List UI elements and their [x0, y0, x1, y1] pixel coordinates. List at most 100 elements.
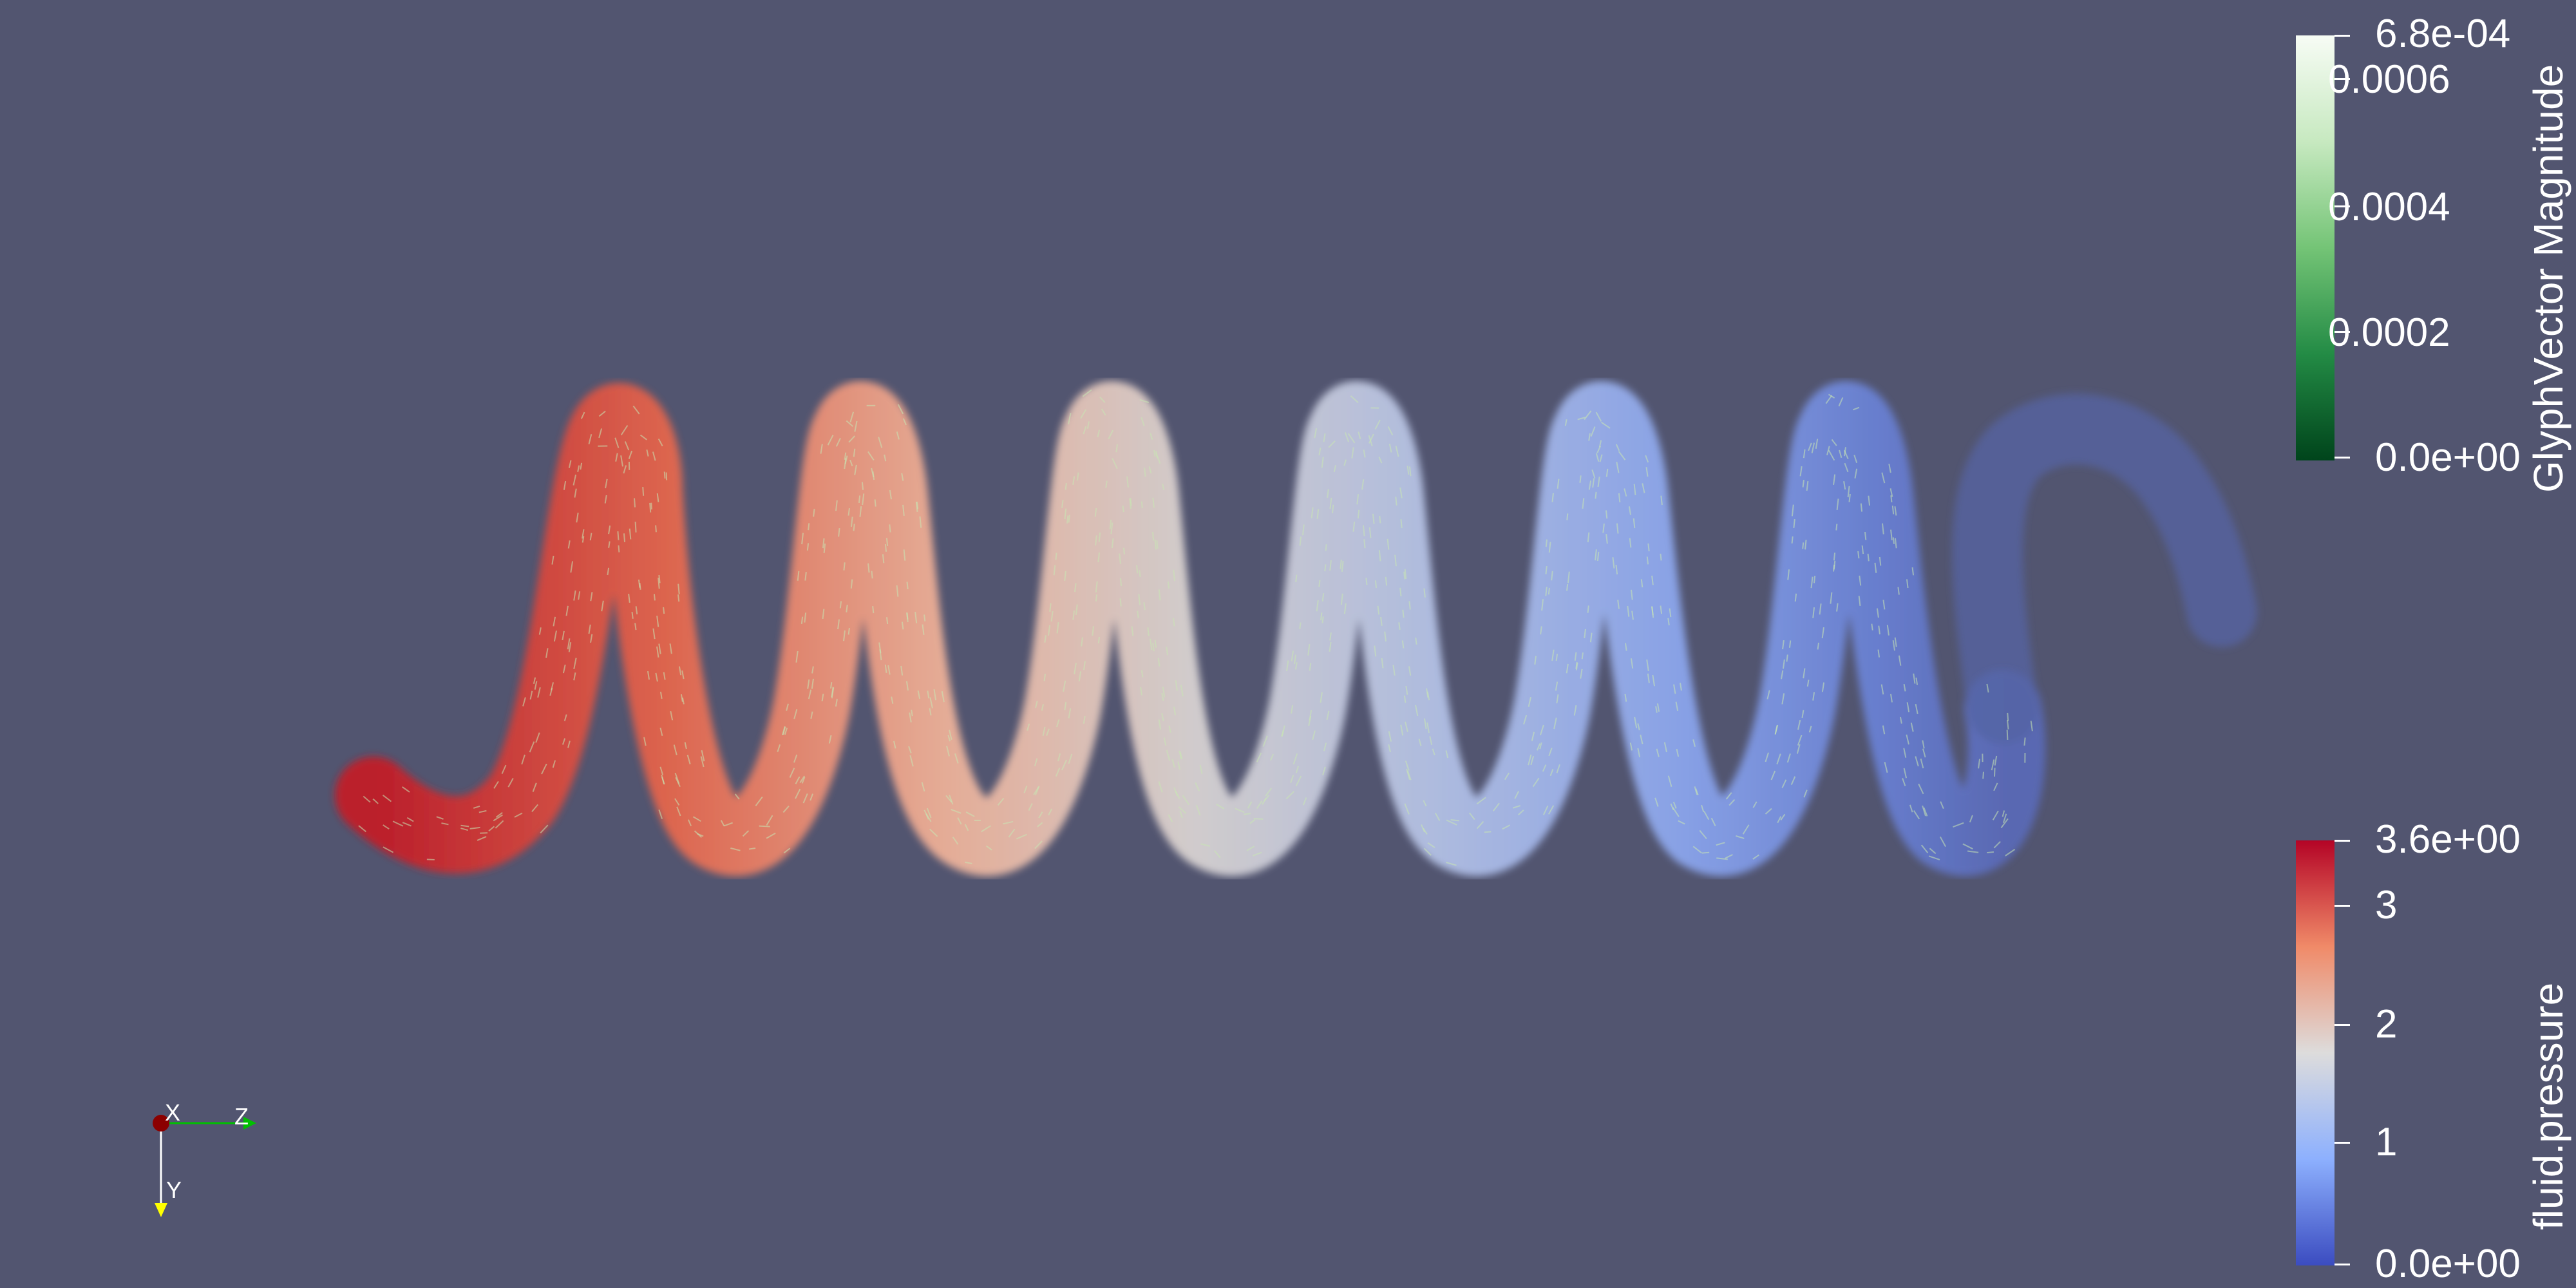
glyph-arrow [681, 670, 685, 679]
glyph-arrow [1097, 552, 1100, 563]
glyph-arrow [1786, 753, 1791, 763]
glyph-arrow [1075, 604, 1078, 615]
glyph-arrow [1786, 654, 1788, 662]
glyph-arrow [964, 824, 969, 831]
glyph-arrow [1803, 449, 1806, 459]
glyph-arrow [1374, 419, 1381, 430]
glyph-arrow [1421, 824, 1425, 833]
glyph-arrow [1703, 811, 1710, 820]
glyph-arrow [545, 648, 549, 658]
glyph-arrow [529, 690, 533, 700]
glyph-arrow [1476, 797, 1486, 805]
glyph-arrow [1868, 495, 1871, 506]
glyph-arrow [1923, 807, 1928, 817]
glyph-arrow [1549, 769, 1554, 777]
glyph-arrow [1157, 658, 1160, 667]
glyph-arrow [652, 628, 656, 639]
glyph-arrow [1028, 803, 1033, 811]
glyph-arrow [1446, 862, 1457, 866]
glyph-arrow [568, 642, 572, 652]
glyph-arrow [801, 777, 806, 784]
glyph-arrow [1294, 662, 1298, 670]
glyph-arrow [1913, 673, 1916, 684]
glyph-arrow [1716, 857, 1728, 860]
glyph-arrow [1041, 704, 1045, 711]
glyph-arrow [1605, 510, 1608, 519]
glyph-arrow [677, 594, 680, 602]
glyph-arrow [514, 812, 523, 818]
glyph-arrow [1158, 719, 1162, 730]
glyph-arrow [1038, 811, 1043, 819]
glyph-arrow [1404, 803, 1410, 815]
glyph-arrow [392, 820, 404, 827]
glyph-arrow [1050, 611, 1054, 622]
glyph-arrow [1628, 506, 1632, 515]
glyph-arrow [521, 754, 526, 765]
helix-tube [335, 381, 2257, 876]
glyph-arrow [1137, 611, 1139, 619]
glyph-arrow [1819, 603, 1822, 615]
glyph-arrow [529, 741, 535, 753]
glyph-arrow [1716, 842, 1725, 846]
glyph-arrow [1843, 481, 1846, 490]
glyph-arrow [1752, 854, 1759, 860]
glyph-arrow [1882, 600, 1886, 610]
glyph-arrow [1587, 605, 1589, 613]
glyph-arrow [656, 616, 659, 627]
glyph-arrow [926, 808, 932, 819]
glyph-arrow [589, 533, 592, 541]
glyph-arrow [1302, 524, 1305, 536]
glyph-arrow [623, 465, 627, 474]
glyph-arrow [867, 563, 870, 573]
glyph-arrow [1163, 737, 1167, 746]
glyph-arrow [1514, 791, 1520, 799]
glyph-arrow [1557, 478, 1560, 489]
glyph-colorbar-tick [2334, 205, 2350, 207]
glyph-arrow [573, 590, 576, 601]
glyph-arrow [563, 480, 567, 490]
glyph-arrow [647, 670, 650, 680]
glyph-arrow [1647, 543, 1650, 552]
glyph-arrow [891, 696, 894, 704]
glyph-arrow [1577, 417, 1586, 421]
glyph-arrow [661, 777, 665, 785]
glyph-arrow [793, 754, 798, 763]
glyph-arrow [1884, 761, 1888, 773]
glyph-arrow [1177, 761, 1181, 770]
glyph-arrow [1426, 691, 1430, 701]
glyph-arrow [1781, 779, 1787, 788]
glyph-arrow [580, 412, 585, 419]
glyph-arrow [1909, 804, 1913, 813]
glyph-arrow [1037, 822, 1043, 828]
glyph-arrow [1831, 439, 1837, 446]
glyph-arrow [1083, 661, 1086, 670]
glyph-arrow [1002, 820, 1014, 825]
glyph-arrow [639, 434, 647, 440]
glyph-arrow [946, 745, 950, 757]
glyph-arrow [501, 764, 507, 774]
glyph-arrow [1141, 417, 1145, 426]
glyph-arrow [1309, 663, 1312, 671]
glyph-arrow [590, 592, 593, 601]
glyph-arrow [441, 822, 449, 826]
glyph-arrow [1256, 800, 1263, 809]
glyph-arrow [1602, 523, 1605, 533]
glyph-arrow [1836, 498, 1839, 511]
glyph-arrow [835, 500, 838, 511]
glyph-arrow [1347, 433, 1356, 444]
glyph-arrow [1673, 684, 1676, 694]
glyph-arrow [687, 819, 692, 826]
glyph-arrow [1034, 758, 1038, 766]
glyph-arrow [1168, 814, 1173, 822]
glyph-arrow [1068, 413, 1072, 424]
glyph-arrow [1122, 506, 1124, 513]
glyph-arrow [1797, 719, 1801, 730]
glyph-arrow [1148, 466, 1152, 474]
glyph-arrow [1922, 740, 1925, 749]
glyph-arrow [1812, 607, 1815, 618]
glyph-arrow [1363, 450, 1366, 458]
glyph-arrow [1663, 742, 1667, 753]
glyph-arrow [1894, 506, 1897, 516]
glyph-arrow [2023, 737, 2026, 746]
